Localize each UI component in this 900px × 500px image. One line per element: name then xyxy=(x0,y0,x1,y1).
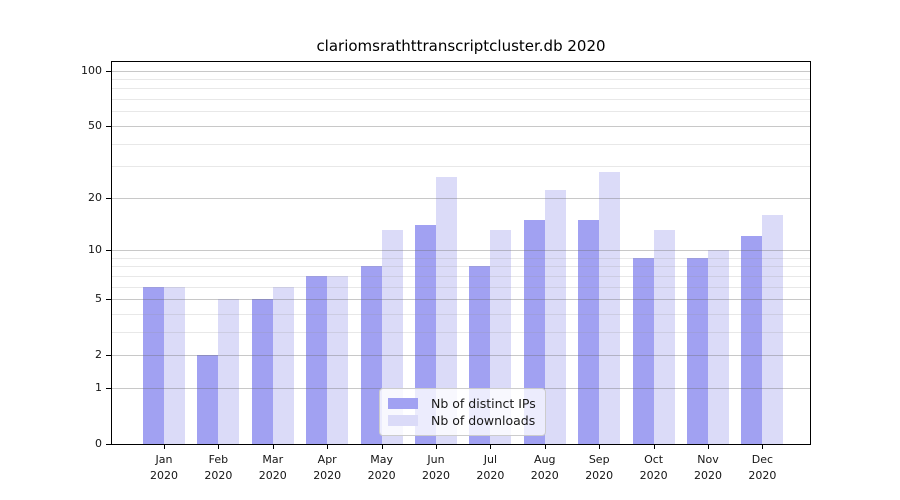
distinct-ips-bar-jan xyxy=(143,286,164,444)
x-tick-jun xyxy=(436,445,437,449)
x-tick-label-apr: Apr 2020 xyxy=(313,453,342,482)
y-tick-50 xyxy=(106,125,111,127)
downloads-bar-feb xyxy=(218,299,240,444)
gridline-minor-90 xyxy=(112,79,810,81)
downloads-bar-apr xyxy=(327,275,349,444)
distinct-ips-bar-feb xyxy=(197,355,219,444)
y-tick-label-20: 20 xyxy=(88,190,102,204)
legend-row-distinct-ips: Nb of distinct IPs xyxy=(388,395,536,412)
x-tick-apr xyxy=(327,445,329,449)
x-tick-oct xyxy=(653,445,655,449)
x-tick-label-nov: Nov 2020 xyxy=(694,453,722,482)
x-tick-label-oct: Oct 2020 xyxy=(639,453,668,482)
x-tick-dec xyxy=(762,445,764,449)
gridline-major-50 xyxy=(112,125,810,127)
downloads-bar-sep xyxy=(599,171,621,444)
downloads-bar-jan xyxy=(164,286,185,444)
legend-row-downloads: Nb of downloads xyxy=(388,412,536,429)
y-tick-10 xyxy=(106,249,111,251)
x-tick-label-feb: Feb 2020 xyxy=(204,453,233,482)
gridline-minor-60 xyxy=(112,111,810,113)
distinct-ips-bar-nov xyxy=(687,257,708,444)
legend: Nb of distinct IPs Nb of downloads xyxy=(379,388,546,436)
distinct-ips-bar-aug xyxy=(523,219,545,444)
downloads-bar-dec xyxy=(762,214,784,444)
x-tick-label-jun: Jun 2020 xyxy=(422,453,450,482)
y-tick-1 xyxy=(106,387,111,389)
gridline-minor-70 xyxy=(112,99,810,101)
y-tick-5 xyxy=(106,299,111,301)
gridline-minor-4 xyxy=(112,313,810,315)
downloads-bar-oct xyxy=(653,230,675,444)
downloads-bar-mar xyxy=(272,286,294,444)
y-tick-100 xyxy=(106,70,111,72)
legend-label-distinct-ips: Nb of distinct IPs xyxy=(431,396,536,411)
y-tick-label-5: 5 xyxy=(95,292,102,306)
x-tick-label-jan: Jan 2020 xyxy=(150,453,178,482)
legend-swatch-distinct-ips xyxy=(388,398,418,409)
x-tick-jul xyxy=(490,445,492,449)
x-tick-may xyxy=(381,445,383,449)
gridline-minor-30 xyxy=(112,166,810,168)
distinct-ips-bar-mar xyxy=(251,299,273,444)
gridline-major-100 xyxy=(112,70,810,72)
downloads-bar-jun xyxy=(436,177,457,444)
downloads-bar-aug xyxy=(544,190,566,444)
y-tick-label-0: 0 xyxy=(95,437,102,450)
x-tick-label-dec: Dec 2020 xyxy=(748,453,777,482)
gridline-minor-40 xyxy=(112,143,810,145)
x-tick-feb xyxy=(218,445,220,449)
distinct-ips-bar-oct xyxy=(632,257,654,444)
x-tick-mar xyxy=(272,445,274,449)
gridline-major-5 xyxy=(112,299,810,301)
gridline-minor-7 xyxy=(112,275,810,277)
y-tick-0 xyxy=(106,444,111,445)
x-tick-jan xyxy=(164,445,165,449)
plot-inner xyxy=(112,62,810,444)
distinct-ips-bar-apr xyxy=(306,275,328,444)
y-tick-2 xyxy=(106,355,111,357)
y-tick-label-10: 10 xyxy=(88,242,102,256)
gridline-minor-8 xyxy=(112,266,810,268)
x-tick-sep xyxy=(599,445,601,449)
x-tick-nov xyxy=(708,445,709,449)
gridline-minor-3 xyxy=(112,331,810,333)
legend-swatch-downloads xyxy=(388,415,418,426)
gridline-minor-9 xyxy=(112,257,810,259)
x-tick-label-may: May 2020 xyxy=(367,453,396,482)
x-tick-label-jul: Jul 2020 xyxy=(476,453,505,482)
y-tick-20 xyxy=(106,197,111,199)
distinct-ips-bar-dec xyxy=(741,236,763,444)
x-tick-label-aug: Aug 2020 xyxy=(530,453,559,482)
y-tick-label-2: 2 xyxy=(95,348,102,362)
gridline-major-2 xyxy=(112,355,810,357)
x-tick-label-mar: Mar 2020 xyxy=(258,453,287,482)
x-tick-aug xyxy=(544,445,546,449)
downloads-bar-nov xyxy=(708,249,729,444)
y-tick-label-50: 50 xyxy=(88,118,102,132)
y-tick-label-1: 1 xyxy=(95,380,102,394)
x-tick-label-sep: Sep 2020 xyxy=(585,453,614,482)
gridline-minor-80 xyxy=(112,88,810,90)
distinct-ips-bar-sep xyxy=(578,219,600,444)
y-tick-label-100: 100 xyxy=(81,63,102,77)
gridline-major-10 xyxy=(112,249,810,251)
gridline-major-20 xyxy=(112,197,810,199)
distinct-ips-bar-may xyxy=(360,266,382,444)
gridline-minor-6 xyxy=(112,286,810,288)
chart-title: clariomsrathttranscriptcluster.db 2020 xyxy=(316,37,606,55)
legend-label-downloads: Nb of downloads xyxy=(431,413,536,428)
